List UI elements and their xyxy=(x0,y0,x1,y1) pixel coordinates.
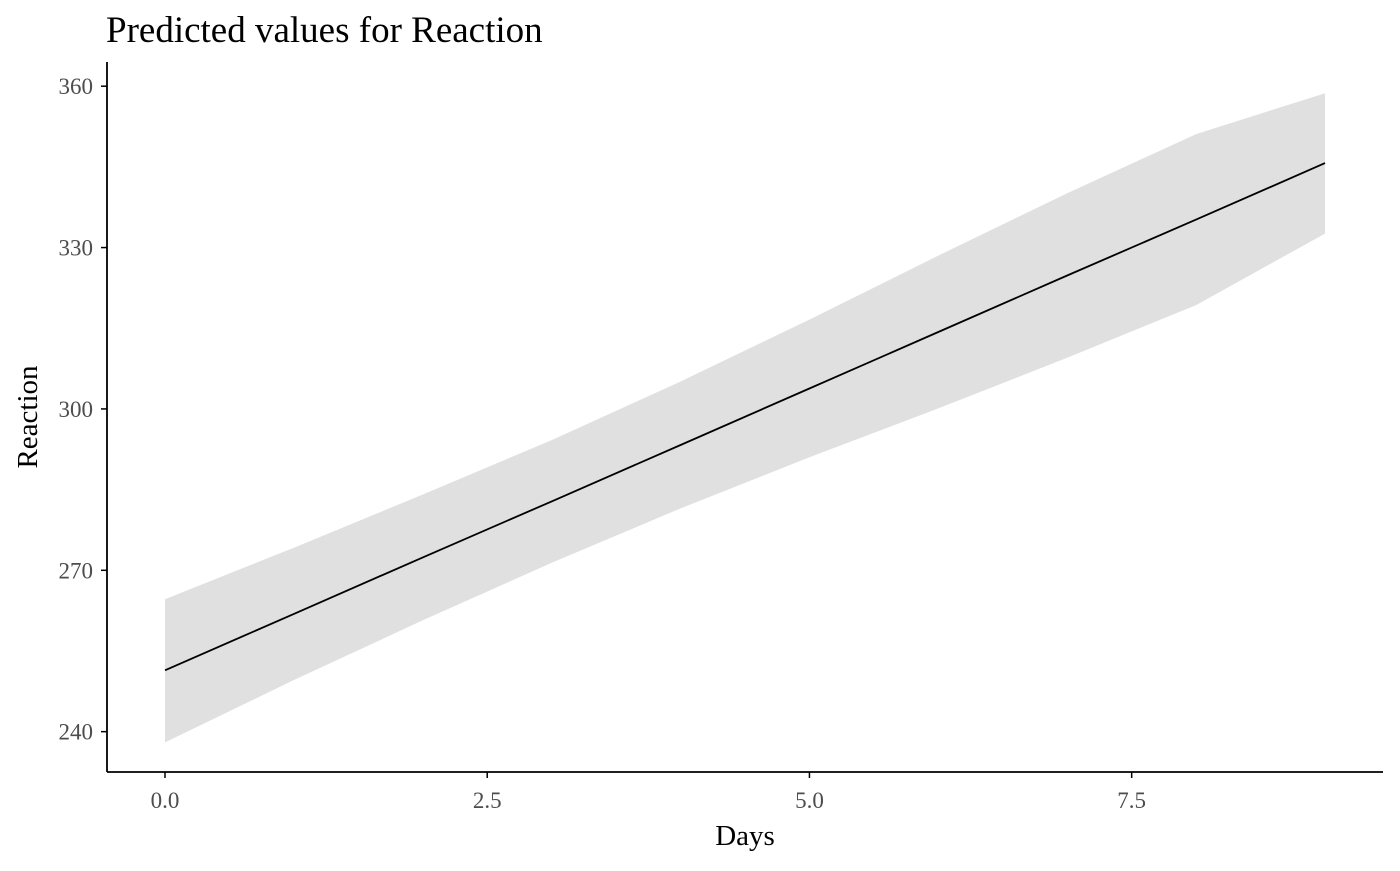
y-tick-label: 240 xyxy=(59,720,94,745)
y-tick-label: 300 xyxy=(59,397,94,422)
x-tick-label: 2.5 xyxy=(473,788,502,813)
confidence-ribbon xyxy=(165,93,1325,743)
x-tick-label: 5.0 xyxy=(795,788,824,813)
x-axis-title: Days xyxy=(715,820,775,852)
prediction-line xyxy=(164,162,1326,672)
y-axis-title: Reaction xyxy=(12,365,44,469)
y-tick-label: 270 xyxy=(59,558,94,583)
y-tick-label: 360 xyxy=(59,74,94,99)
plot-area xyxy=(164,93,1326,743)
axes: 240 270 300 330 360 0.0 2.5 5.0 7.5 xyxy=(59,62,1383,813)
y-tick-label: 330 xyxy=(59,236,94,261)
x-tick-label: 0.0 xyxy=(151,788,180,813)
x-tick-label: 7.5 xyxy=(1117,788,1146,813)
chart-title: Predicted values for Reaction xyxy=(106,10,543,51)
